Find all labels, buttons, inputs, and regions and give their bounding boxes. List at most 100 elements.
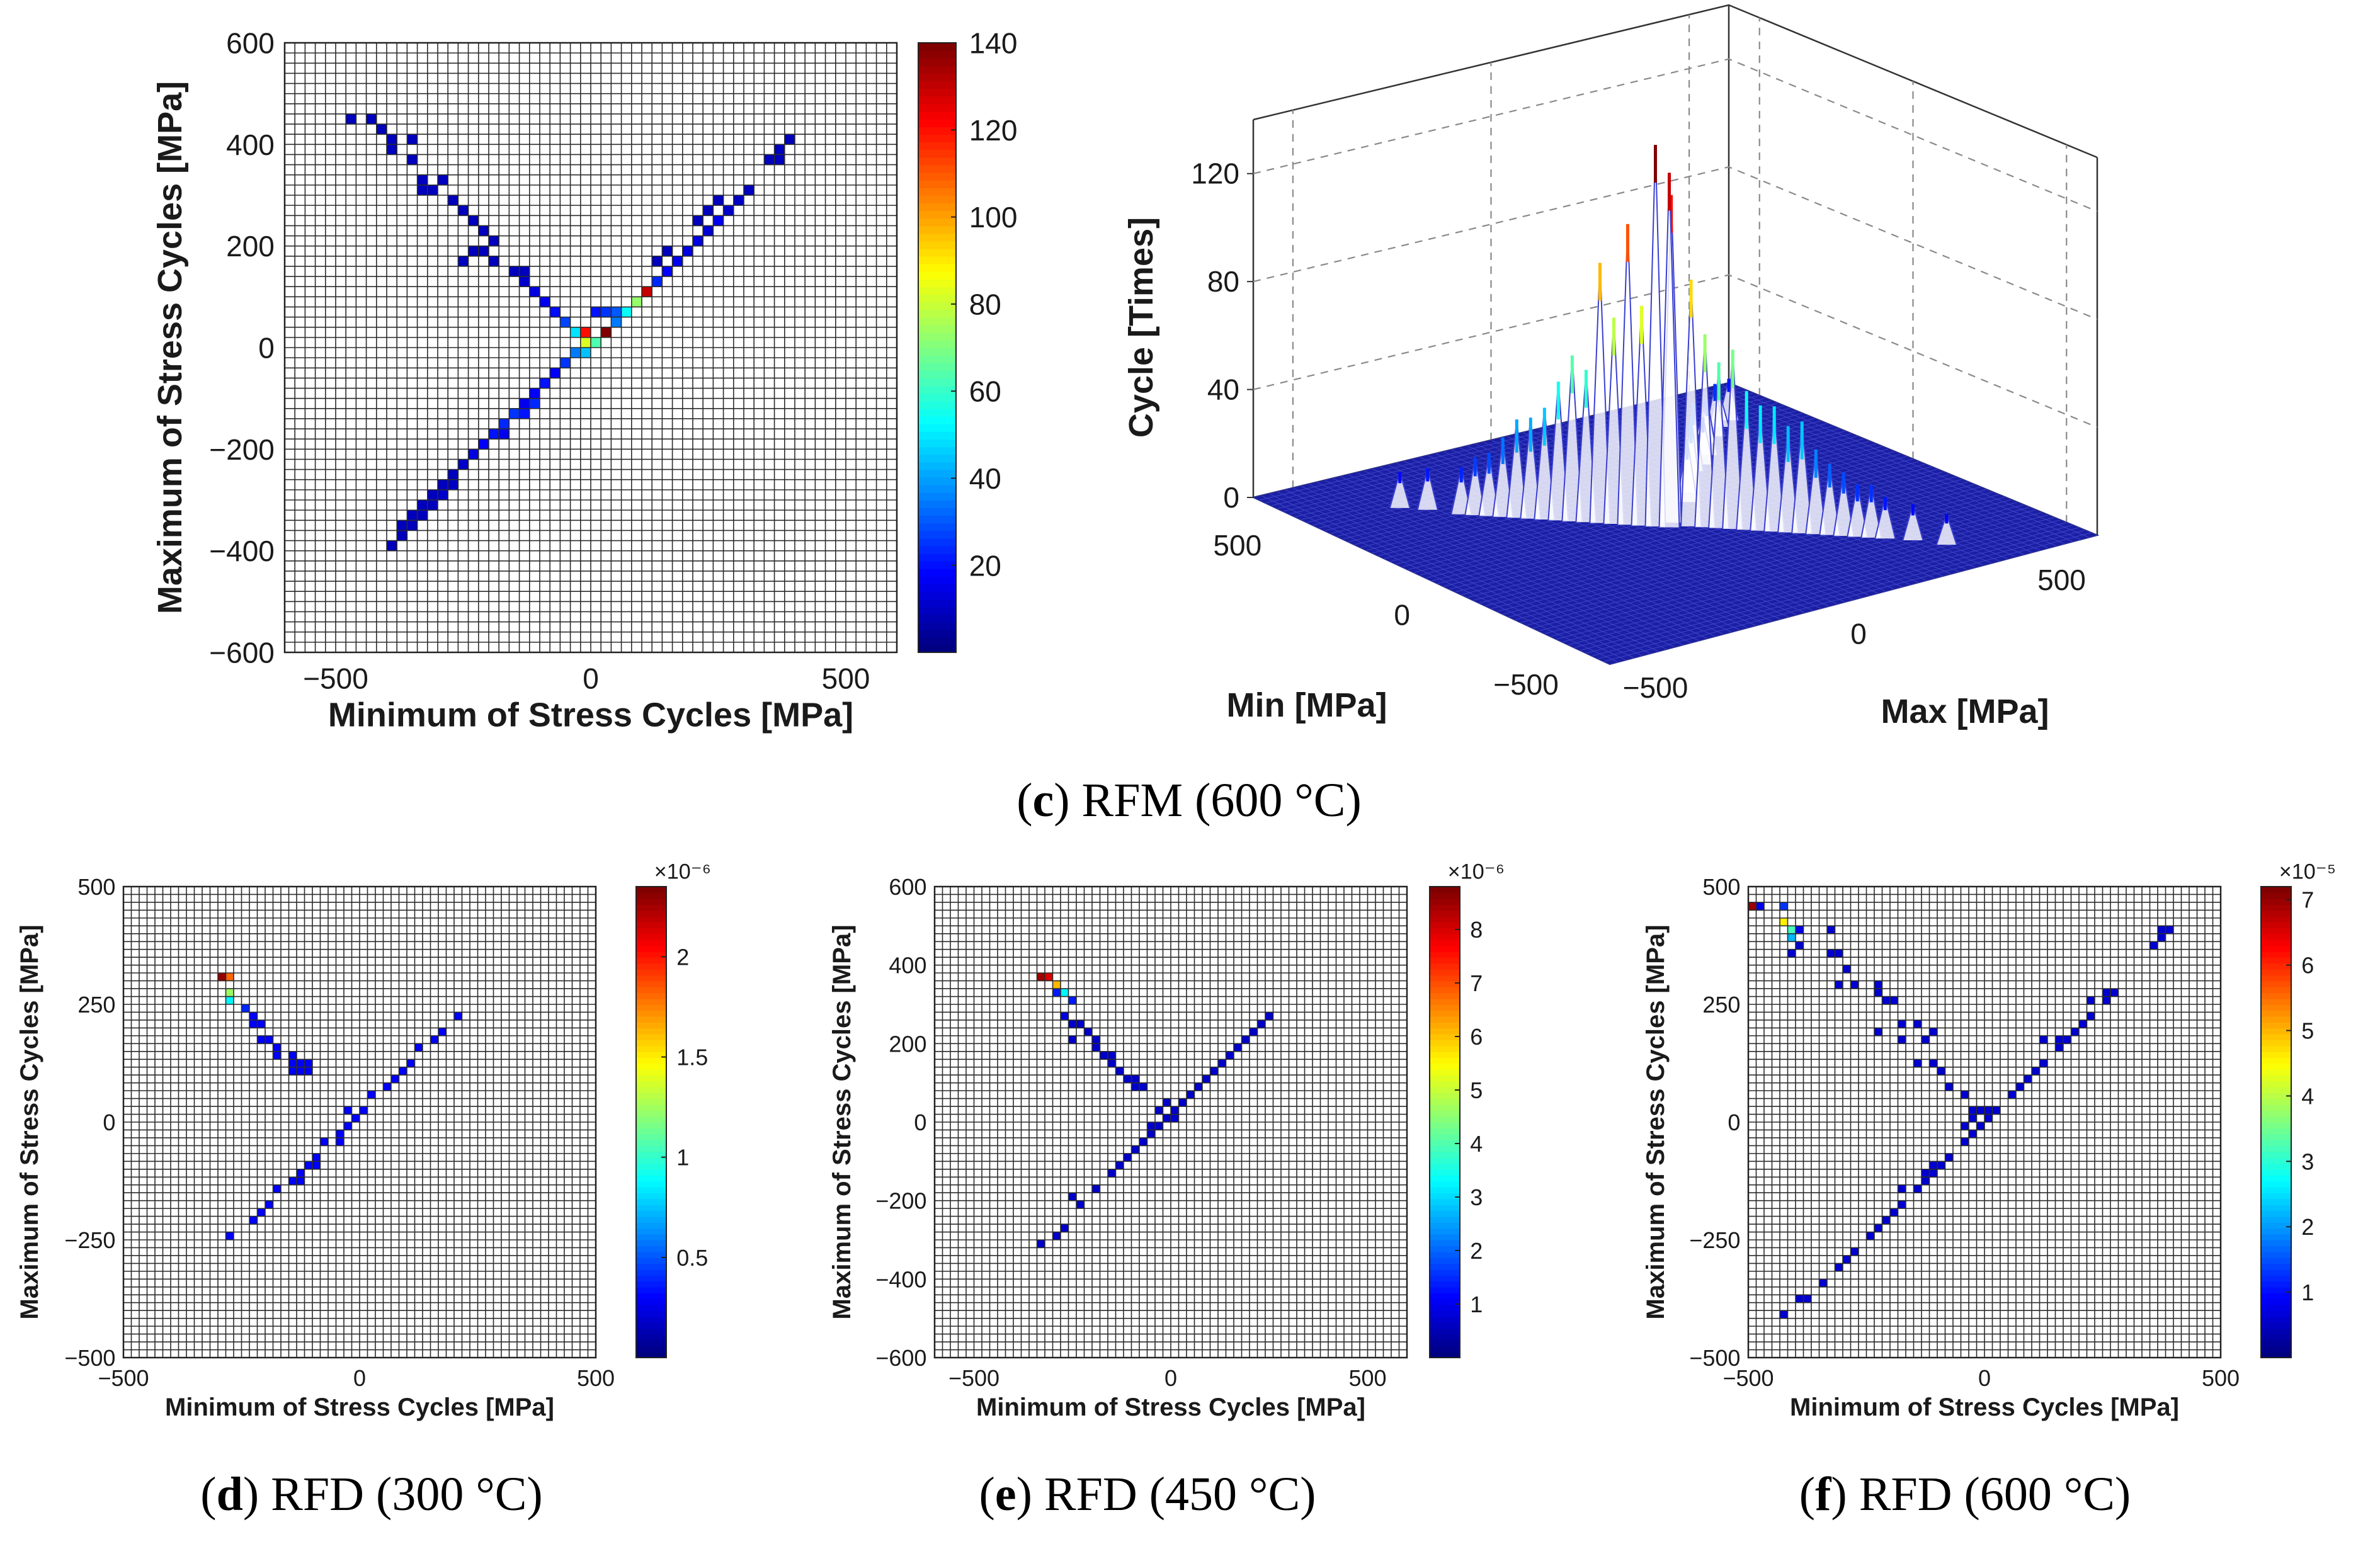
colorbar-band <box>1430 1057 1460 1064</box>
heat-cell <box>1945 1153 1953 1162</box>
colorbar-band <box>2261 1075 2291 1082</box>
heat-cell <box>1115 1161 1124 1169</box>
heat-cell <box>1843 965 1851 974</box>
colorbar-band <box>2261 1086 2291 1094</box>
plot-frame <box>283 42 898 654</box>
colorbar-band <box>918 530 956 539</box>
colorbar-tick-label: 2 <box>676 944 689 970</box>
colorbar-band <box>636 1251 666 1258</box>
colorbar-band <box>1430 1081 1460 1087</box>
colorbar-band <box>636 1104 666 1111</box>
heat-cell <box>1874 1028 1882 1036</box>
heat-cell <box>336 1130 344 1138</box>
colorbar-band <box>2261 1057 2291 1064</box>
heat-cell <box>407 134 418 145</box>
colorbar-band <box>2261 1275 2291 1282</box>
y-tick-label: −600 <box>875 1345 926 1371</box>
heat-cell <box>499 429 510 440</box>
heat-cell <box>1068 996 1076 1004</box>
colorbar-band <box>1430 922 1460 929</box>
min-tick-label: −500 <box>1493 668 1559 701</box>
colorbar-tick-label: 100 <box>969 201 1018 234</box>
heat-cell <box>397 520 407 531</box>
heat-cell <box>2102 989 2110 997</box>
colorbar-band <box>636 1010 666 1017</box>
heat-cell <box>448 195 458 206</box>
colorbar-band <box>636 1310 666 1317</box>
colorbar-band <box>636 1322 666 1329</box>
heat-cell <box>438 174 448 185</box>
colorbar-band <box>918 424 956 432</box>
surface-peak <box>1819 463 1841 535</box>
colorbar-tick-label: 3 <box>2301 1149 2314 1174</box>
colorbar-band <box>636 1204 666 1212</box>
colorbar-band <box>918 218 956 227</box>
colorbar-band <box>2261 1104 2291 1111</box>
heat-cell <box>1108 1169 1116 1178</box>
colorbar-band <box>918 560 956 569</box>
colorbar-band <box>918 233 956 242</box>
heat-cell <box>1835 1263 1843 1271</box>
y-tick-label: −200 <box>875 1188 926 1214</box>
z-tick-label: 40 <box>1207 373 1239 406</box>
y-axis-label: Maximum of Stress Cycles [MPa] <box>828 925 856 1320</box>
heat-cell <box>642 287 652 297</box>
y-axis-label: Maximum of Stress Cycles [MPa] <box>16 925 43 1320</box>
heat-cell <box>288 1067 297 1076</box>
colorbar-band <box>636 1016 666 1023</box>
colorbar-band <box>918 324 956 333</box>
colorbar-band <box>918 355 956 363</box>
colorbar-band <box>1430 898 1460 905</box>
heat-cell <box>509 266 520 277</box>
colorbar-band <box>1430 1216 1460 1223</box>
heat-cell <box>417 510 428 521</box>
colorbar-band <box>1430 1222 1460 1229</box>
heat-cell <box>2102 996 2110 1004</box>
colorbar-band <box>918 225 956 234</box>
colorbar-band <box>636 1351 666 1358</box>
heat-cell <box>304 1059 312 1067</box>
colorbar-band <box>2261 1281 2291 1288</box>
colorbar-band <box>636 1263 666 1270</box>
heat-cell <box>2032 1067 2040 1076</box>
heat-cell <box>225 973 234 981</box>
colorbar-band <box>918 348 956 356</box>
colorbar-band <box>1430 1328 1460 1335</box>
heat-cell <box>529 398 540 409</box>
heat-cell <box>1835 980 1843 989</box>
y-axis-label: Maximum of Stress Cycles [MPa] <box>151 81 189 614</box>
max-tick-label: 500 <box>2037 564 2086 596</box>
colorbar-tick-label: 40 <box>969 462 1001 495</box>
heat-cell <box>489 256 499 266</box>
colorbar-band <box>636 1186 666 1193</box>
colorbar-band <box>918 50 956 59</box>
colorbar-band <box>2261 1151 2291 1158</box>
heat-cell <box>611 317 622 327</box>
heat-cell <box>387 540 397 551</box>
colorbar-band <box>2261 1040 2291 1047</box>
heat-cell <box>257 1019 265 1028</box>
surface-peak <box>1694 334 1716 528</box>
colorbar-band <box>2261 1175 2291 1182</box>
colorbar-band <box>2261 1298 2291 1305</box>
heat-cell <box>2024 1075 2032 1083</box>
caption-d: (d) RFD (300 °C) <box>200 1468 542 1521</box>
colorbar-band <box>918 446 956 455</box>
heat-cell <box>367 1091 375 1099</box>
colorbar-band <box>636 1140 666 1147</box>
colorbar-band <box>1430 933 1460 940</box>
heat-cell <box>417 184 428 195</box>
heat-cell <box>304 1161 312 1169</box>
colorbar-band <box>1430 1281 1460 1288</box>
colorbar-band <box>1430 910 1460 917</box>
colorbar-band <box>2261 1257 2291 1264</box>
colorbar-band <box>1430 1234 1460 1240</box>
colorbar-frame <box>635 886 667 1358</box>
colorbar-band <box>2261 1051 2291 1058</box>
colorbar-band <box>2261 986 2291 994</box>
colorbar-band <box>918 599 956 608</box>
heat-cell <box>774 144 785 155</box>
colorbar-band <box>918 378 956 387</box>
heat-cell <box>376 124 387 135</box>
colorbar-band <box>1430 1086 1460 1094</box>
